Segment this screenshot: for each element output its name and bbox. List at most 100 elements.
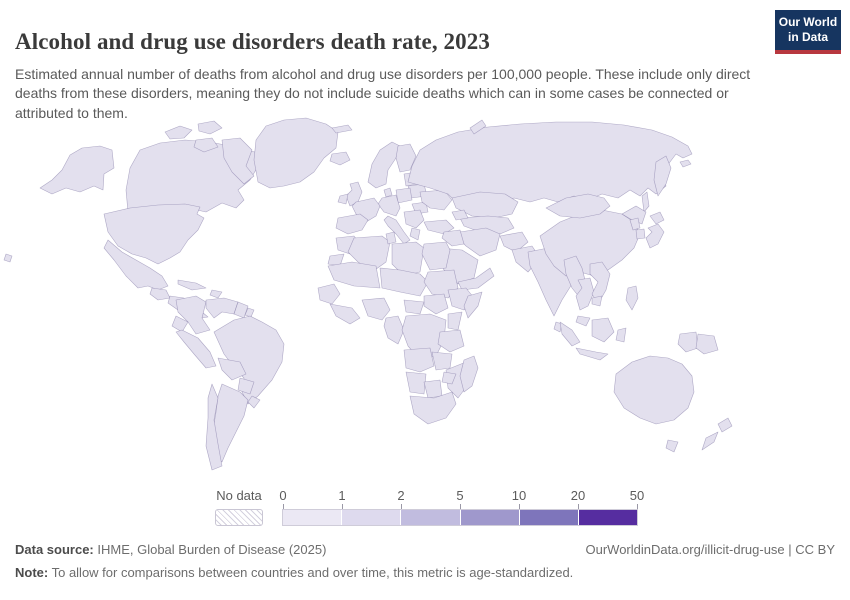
country-indonesia-sumatra[interactable] [559,321,581,347]
country-russia-novaya-zemlya[interactable] [469,119,487,135]
country-botswana[interactable] [423,379,443,399]
legend-bin-20–50[interactable] [577,510,638,525]
country-south-africa[interactable] [409,391,457,425]
country-malaysia[interactable] [575,315,591,327]
country-south-sudan[interactable] [423,293,449,315]
country-china-northeast[interactable] [621,205,647,225]
country-nigeria[interactable] [361,297,391,321]
country-paraguay[interactable] [237,377,255,395]
country-cameroon-gabon[interactable] [383,315,405,345]
country-iraq-syria[interactable] [441,229,465,247]
country-colombia[interactable] [175,295,211,335]
country-borneo[interactable] [591,317,615,343]
country-zambia[interactable] [431,351,453,371]
country-cuba[interactable] [177,279,207,291]
country-poland[interactable] [395,187,413,204]
data-source-text: IHME, Global Burden of Disease (2025) [93,542,327,557]
country-russia-sakhalin[interactable] [641,191,650,213]
country-senegal-guinea[interactable] [317,283,341,305]
legend-bin-1–2[interactable] [341,510,401,525]
country-bolivia[interactable] [217,357,247,381]
country-svalbard[interactable] [331,124,353,134]
country-new-zealand-north[interactable] [717,417,733,433]
country-west-papua[interactable] [677,331,699,353]
country-japan-hokkaido[interactable] [649,211,665,225]
country-new-zealand-south[interactable] [701,431,719,451]
country-canada-arctic-1[interactable] [164,125,193,140]
owid-logo[interactable]: Our World in Data [775,10,841,54]
country-angola[interactable] [403,347,435,373]
country-somalia[interactable] [463,291,483,319]
country-papua-new-guinea[interactable] [695,333,719,355]
country-norway-sweden[interactable] [367,141,401,189]
country-egypt[interactable] [421,241,451,271]
country-kenya[interactable] [447,311,463,331]
legend-bin-2–5[interactable] [400,510,460,525]
country-australia[interactable] [613,355,695,425]
country-caucasus[interactable] [451,209,469,221]
legend-no-data-swatch[interactable] [215,509,263,526]
country-namibia[interactable] [405,371,427,395]
country-greece[interactable] [409,227,421,241]
country-russia[interactable] [407,121,693,209]
country-russia-kamchatka[interactable] [653,155,672,197]
country-guatemala[interactable] [149,287,171,301]
legend-tick-label-0: 0 [279,488,287,503]
legend-bin-0–1[interactable] [283,510,342,525]
country-canada-arctic-3[interactable] [193,137,219,153]
country-peru[interactable] [175,329,217,369]
country-south-korea[interactable] [635,228,646,240]
country-venezuela[interactable] [205,297,239,319]
country-russia-wrangel[interactable] [679,159,692,168]
country-turkey[interactable] [423,219,455,235]
country-thailand[interactable] [575,277,595,311]
country-finland[interactable] [395,143,417,173]
country-central-asia[interactable] [459,215,515,235]
country-libya[interactable] [391,241,425,277]
country-argentina[interactable] [211,383,249,463]
owid-link[interactable]: OurWorldinData.org/illicit-drug-use | CC… [585,542,836,557]
country-usa-alaska[interactable] [39,145,115,195]
map-legend: No data 0 1 2 5 10 20 50 [0,488,850,530]
country-chile[interactable] [205,383,223,471]
country-hispaniola[interactable] [209,289,223,299]
legend-bin-10–20[interactable] [518,510,578,525]
country-tanzania[interactable] [437,329,465,353]
country-indonesia-sulawesi[interactable] [615,327,627,343]
country-mauritania-mali[interactable] [327,261,381,289]
note-label: Note: [15,565,49,580]
country-canada-arctic-2[interactable] [197,120,223,135]
country-central-african-republic[interactable] [403,299,425,315]
country-north-korea[interactable] [629,217,641,231]
country-niger-chad[interactable] [379,267,429,297]
country-indonesia-java[interactable] [575,347,609,361]
world-choropleth-map[interactable] [0,106,850,486]
country-madagascar[interactable] [459,355,479,393]
country-usa[interactable] [103,203,205,265]
country-canada-baffin[interactable] [221,137,255,185]
country-balkans[interactable] [403,209,425,229]
country-iceland[interactable] [329,151,351,166]
legend-tick-label-2: 2 [397,488,405,503]
country-denmark[interactable] [383,187,393,198]
country-spain-portugal[interactable] [335,213,369,235]
country-zimbabwe[interactable] [441,371,457,385]
country-philippines[interactable] [625,285,639,311]
country-japan[interactable] [645,223,665,249]
country-west-africa-coast[interactable] [329,303,361,325]
country-algeria[interactable] [347,235,391,273]
country-uruguay[interactable] [247,395,261,409]
country-germany-central-europe[interactable] [377,194,401,217]
country-ireland[interactable] [337,193,349,205]
country-afghanistan[interactable] [499,231,529,253]
country-tasmania[interactable] [665,439,679,453]
country-greenland[interactable] [253,117,339,189]
country-sri-lanka[interactable] [553,321,563,333]
legend-bin-5–10[interactable] [459,510,519,525]
country-cambodia[interactable] [591,295,603,307]
country-usa-hawaii[interactable] [3,253,13,263]
note-text: To allow for comparisons between countri… [48,565,574,580]
country-tunisia[interactable] [385,231,397,245]
country-mongolia[interactable] [545,193,611,219]
